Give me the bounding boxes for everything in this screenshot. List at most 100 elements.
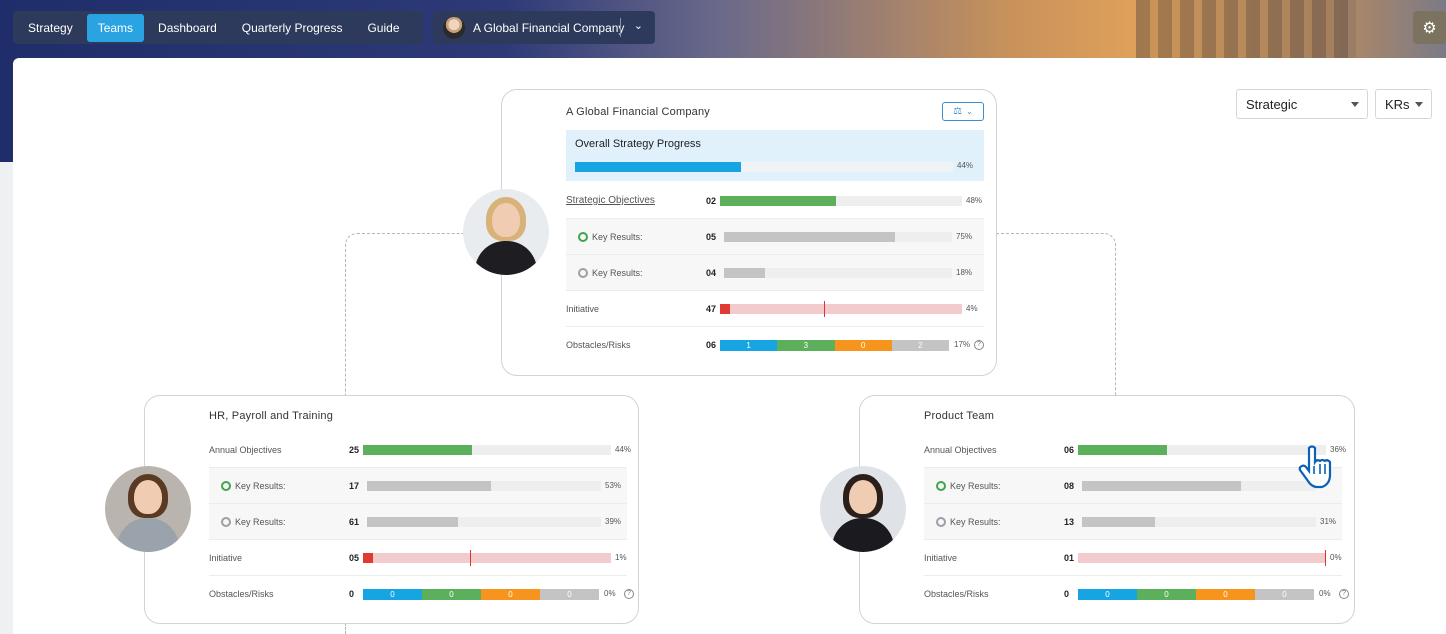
key-results-icon <box>936 517 946 527</box>
row-count: 25 <box>349 445 360 455</box>
row-label: Key Results: <box>936 517 1001 527</box>
progress-fill <box>1082 481 1242 491</box>
settings-button[interactable]: ⚙ <box>1413 11 1446 44</box>
row-percent: 44% <box>615 445 632 454</box>
progress-fill <box>363 553 373 563</box>
row-percent: 31% <box>1320 517 1337 526</box>
company-selector[interactable]: A Global Financial Company ⌄ <box>433 11 655 44</box>
nav-quarterly-progress[interactable]: Quarterly Progress <box>241 20 343 35</box>
key-results-row: Key Results: 04 18% <box>566 255 984 291</box>
row-label: Key Results: <box>578 232 643 242</box>
progress-track <box>724 268 952 278</box>
obstacle-segment[interactable]: 0 <box>1137 589 1196 600</box>
target-marker <box>469 550 471 566</box>
row-percent: 53% <box>605 481 622 490</box>
overall-progress: Overall Strategy Progress 44% <box>566 130 984 181</box>
metric-filter-select[interactable]: KRs <box>1375 89 1432 119</box>
overall-progress-label: Overall Strategy Progress <box>575 138 701 150</box>
obstacle-segment[interactable]: 0 <box>363 589 422 600</box>
row-percent: 48% <box>966 196 983 205</box>
row-label-text: Key Results: <box>235 517 286 527</box>
obstacle-segment[interactable]: 3 <box>777 340 835 351</box>
initiative-row: Initiative 05 1% <box>209 540 627 576</box>
row-label: Key Results: <box>936 481 1001 491</box>
nav-strategy[interactable]: Strategy <box>28 20 73 35</box>
nav-teams[interactable]: Teams <box>86 13 145 42</box>
target-marker <box>824 301 826 317</box>
scale-icon: ⚖ <box>953 106 963 117</box>
progress-track <box>363 550 611 566</box>
obstacles-row: Obstacles/Risks 0 0 0 0 0 0%? <box>924 576 1349 612</box>
company-selector-label: A Global Financial Company <box>473 20 625 35</box>
obstacles-row: Obstacles/Risks 06 1 3 0 2 17%? <box>566 327 984 363</box>
key-results-icon <box>578 268 588 278</box>
row-label-text: Key Results: <box>950 517 1001 527</box>
row-label: Annual Objectives <box>209 445 282 455</box>
avatar[interactable] <box>463 189 549 275</box>
row-label-text: Strategic Objectives <box>566 195 655 206</box>
row-percent: 18% <box>956 268 973 277</box>
row-percent: 39% <box>605 517 622 526</box>
nav-guide[interactable]: Guide <box>367 20 400 35</box>
row-label: Annual Objectives <box>924 445 997 455</box>
balance-button[interactable]: ⚖ ⌄ <box>942 102 984 121</box>
connector-left-bottom <box>345 623 346 634</box>
row-label: Initiative <box>924 553 957 563</box>
progress-track <box>363 445 611 455</box>
progress-fill <box>1078 445 1168 455</box>
row-label-text: Initiative <box>209 553 243 563</box>
obstacle-segment[interactable]: 2 <box>891 340 949 351</box>
progress-track <box>720 196 962 206</box>
obstacle-segment[interactable]: 0 <box>422 589 481 600</box>
obstacle-segment[interactable]: 0 <box>481 589 540 600</box>
main-panel: Strategic KRs A Global Financial Company… <box>13 58 1446 634</box>
avatar[interactable] <box>820 466 906 552</box>
row-label[interactable]: Strategic Objectives <box>566 195 655 206</box>
progress-fill <box>367 517 459 527</box>
row-count: 61 <box>349 517 360 527</box>
row-count: 05 <box>706 232 717 242</box>
obstacle-segment[interactable]: 0 <box>1255 589 1314 600</box>
overall-progress-track <box>575 162 953 172</box>
row-count: 06 <box>706 340 717 350</box>
row-label: Obstacles/Risks <box>209 589 274 599</box>
row-label-text: Key Results: <box>235 481 286 491</box>
view-filter-select[interactable]: Strategic <box>1236 89 1368 119</box>
row-label: Key Results: <box>578 268 643 278</box>
connector-left <box>345 233 500 395</box>
chevron-down-icon[interactable]: ⌄ <box>633 20 643 32</box>
row-count: 06 <box>1064 445 1075 455</box>
overall-progress-percent: 44% <box>957 161 974 170</box>
row-label-text: Initiative <box>924 553 958 563</box>
obstacle-segment[interactable]: 0 <box>834 340 892 351</box>
row-label: Initiative <box>566 304 599 314</box>
hr-team-card: HR, Payroll and Training Annual Objectiv… <box>144 395 639 624</box>
key-results-row: Key Results: 17 53% <box>209 468 627 504</box>
initiative-row: Initiative 01 0% <box>924 540 1342 576</box>
row-percent: 1% <box>615 553 627 562</box>
row-label: Obstacles/Risks <box>566 340 631 350</box>
obstacle-segment[interactable]: 0 <box>1078 589 1137 600</box>
help-icon[interactable]: ? <box>624 589 634 599</box>
main-nav: Strategy Teams Dashboard Quarterly Progr… <box>13 11 423 44</box>
avatar[interactable] <box>105 466 191 552</box>
caret-down-icon <box>1415 102 1423 107</box>
obstacle-segment[interactable]: 0 <box>1196 589 1255 600</box>
row-percent: 0% <box>604 589 616 598</box>
help-icon[interactable]: ? <box>1339 589 1349 599</box>
obstacle-segment[interactable]: 1 <box>720 340 778 351</box>
company-card: A Global Financial Company ⚖ ⌄ Overall S… <box>501 89 997 376</box>
progress-fill <box>724 232 895 242</box>
help-icon[interactable]: ? <box>974 340 984 350</box>
key-results-row: Key Results: 61 39% <box>209 504 627 540</box>
row-percent: 0% <box>1330 553 1342 562</box>
row-percent: 4% <box>966 304 978 313</box>
row-label: Key Results: <box>221 481 286 491</box>
row-percent: 36% <box>1330 445 1347 454</box>
nav-dashboard[interactable]: Dashboard <box>158 20 217 35</box>
row-count: 05 <box>349 553 360 563</box>
obstacle-segment[interactable]: 0 <box>540 589 599 600</box>
progress-track <box>367 517 601 527</box>
key-results-row: Key Results: 13 31% <box>924 504 1342 540</box>
